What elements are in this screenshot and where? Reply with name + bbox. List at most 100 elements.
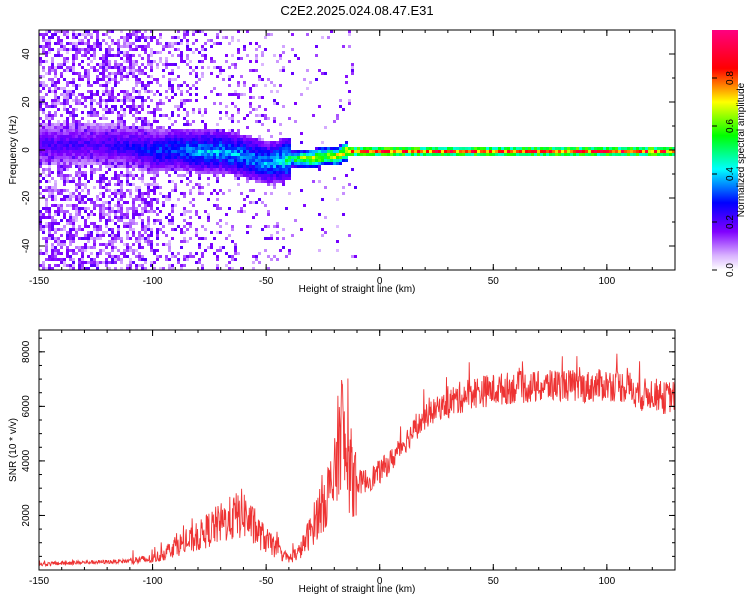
heatmap-cell (258, 159, 261, 162)
heatmap-cell (75, 135, 78, 138)
heatmap-cell (132, 213, 135, 216)
heatmap-cell (267, 141, 270, 144)
heatmap-cell (186, 54, 189, 57)
heatmap-cell (123, 90, 126, 93)
heatmap-cell (213, 162, 216, 165)
heatmap-cell (399, 147, 402, 150)
heatmap-cell (60, 258, 63, 261)
heatmap-cell (171, 165, 174, 168)
heatmap-cell (378, 150, 381, 153)
heatmap-cell (321, 234, 324, 237)
heatmap-cell (102, 123, 105, 126)
heatmap-cell (174, 129, 177, 132)
heatmap-cell (159, 186, 162, 189)
heatmap-cell (123, 36, 126, 39)
heatmap-cell (138, 243, 141, 246)
heatmap-cell (318, 162, 321, 165)
heatmap-cell (129, 150, 132, 153)
heatmap-cell (84, 48, 87, 51)
heatmap-cell (201, 144, 204, 147)
heatmap-cell (117, 144, 120, 147)
heatmap-cell (114, 42, 117, 45)
heatmap-cell (48, 141, 51, 144)
heatmap-cell (195, 48, 198, 51)
heatmap-cell (159, 108, 162, 111)
heatmap-cell (201, 156, 204, 159)
heatmap-cell (93, 204, 96, 207)
heatmap-cell (78, 207, 81, 210)
heatmap-cell (108, 60, 111, 63)
heatmap-cell (165, 234, 168, 237)
heatmap-cell (150, 246, 153, 249)
heatmap-cell (216, 129, 219, 132)
heatmap-cell (177, 174, 180, 177)
heatmap-cell (105, 186, 108, 189)
heatmap-cell (240, 192, 243, 195)
heatmap-cell (108, 210, 111, 213)
heatmap-cell (90, 132, 93, 135)
heatmap-cell (99, 135, 102, 138)
heatmap-cell (273, 177, 276, 180)
heatmap-cell (234, 156, 237, 159)
heatmap-cell (135, 48, 138, 51)
heatmap-cell (63, 138, 66, 141)
heatmap-cell (66, 141, 69, 144)
heatmap-cell (144, 267, 147, 270)
heatmap-cell (225, 147, 228, 150)
heatmap-cell (198, 135, 201, 138)
heatmap-cell (240, 165, 243, 168)
heatmap-cell (162, 144, 165, 147)
heatmap-cell (105, 189, 108, 192)
heatmap-cell (69, 144, 72, 147)
x-tick-label: -50 (259, 276, 274, 287)
heatmap-cell (195, 252, 198, 255)
heatmap-cell (222, 168, 225, 171)
heatmap-cell (264, 225, 267, 228)
heatmap-cell (267, 147, 270, 150)
heatmap-cell (168, 150, 171, 153)
heatmap-cell (45, 204, 48, 207)
heatmap-cell (108, 183, 111, 186)
heatmap-cell (60, 150, 63, 153)
heatmap-cell (168, 240, 171, 243)
heatmap-cell (72, 111, 75, 114)
heatmap-cell (231, 54, 234, 57)
heatmap-cell (642, 153, 645, 156)
heatmap-cell (159, 144, 162, 147)
heatmap-cell (231, 102, 234, 105)
heatmap-cell (294, 54, 297, 57)
heatmap-cell (45, 168, 48, 171)
heatmap-cell (255, 54, 258, 57)
heatmap-cell (135, 111, 138, 114)
heatmap-cell (264, 108, 267, 111)
heatmap-cell (63, 183, 66, 186)
heatmap-cell (273, 159, 276, 162)
heatmap-cell (363, 147, 366, 150)
heatmap-cell (123, 255, 126, 258)
heatmap-cell (183, 33, 186, 36)
heatmap-cell (129, 99, 132, 102)
heatmap-cell (615, 147, 618, 150)
heatmap-cell (225, 138, 228, 141)
heatmap-cell (192, 186, 195, 189)
heatmap-cell (78, 261, 81, 264)
heatmap-cell (177, 54, 180, 57)
heatmap-cell (93, 207, 96, 210)
heatmap-cell (207, 135, 210, 138)
heatmap-cell (123, 138, 126, 141)
heatmap-cell (66, 189, 69, 192)
heatmap-cell (102, 192, 105, 195)
heatmap-cell (60, 63, 63, 66)
heatmap-cell (276, 150, 279, 153)
heatmap-cell (123, 135, 126, 138)
heatmap-cell (111, 126, 114, 129)
heatmap-cell (90, 144, 93, 147)
heatmap-cell (51, 198, 54, 201)
heatmap-cell (183, 219, 186, 222)
heatmap-cell (279, 162, 282, 165)
heatmap-cell (402, 150, 405, 153)
heatmap-cell (300, 228, 303, 231)
heatmap-cell (54, 186, 57, 189)
heatmap-cell (126, 72, 129, 75)
x-tick-label: 100 (599, 276, 616, 287)
